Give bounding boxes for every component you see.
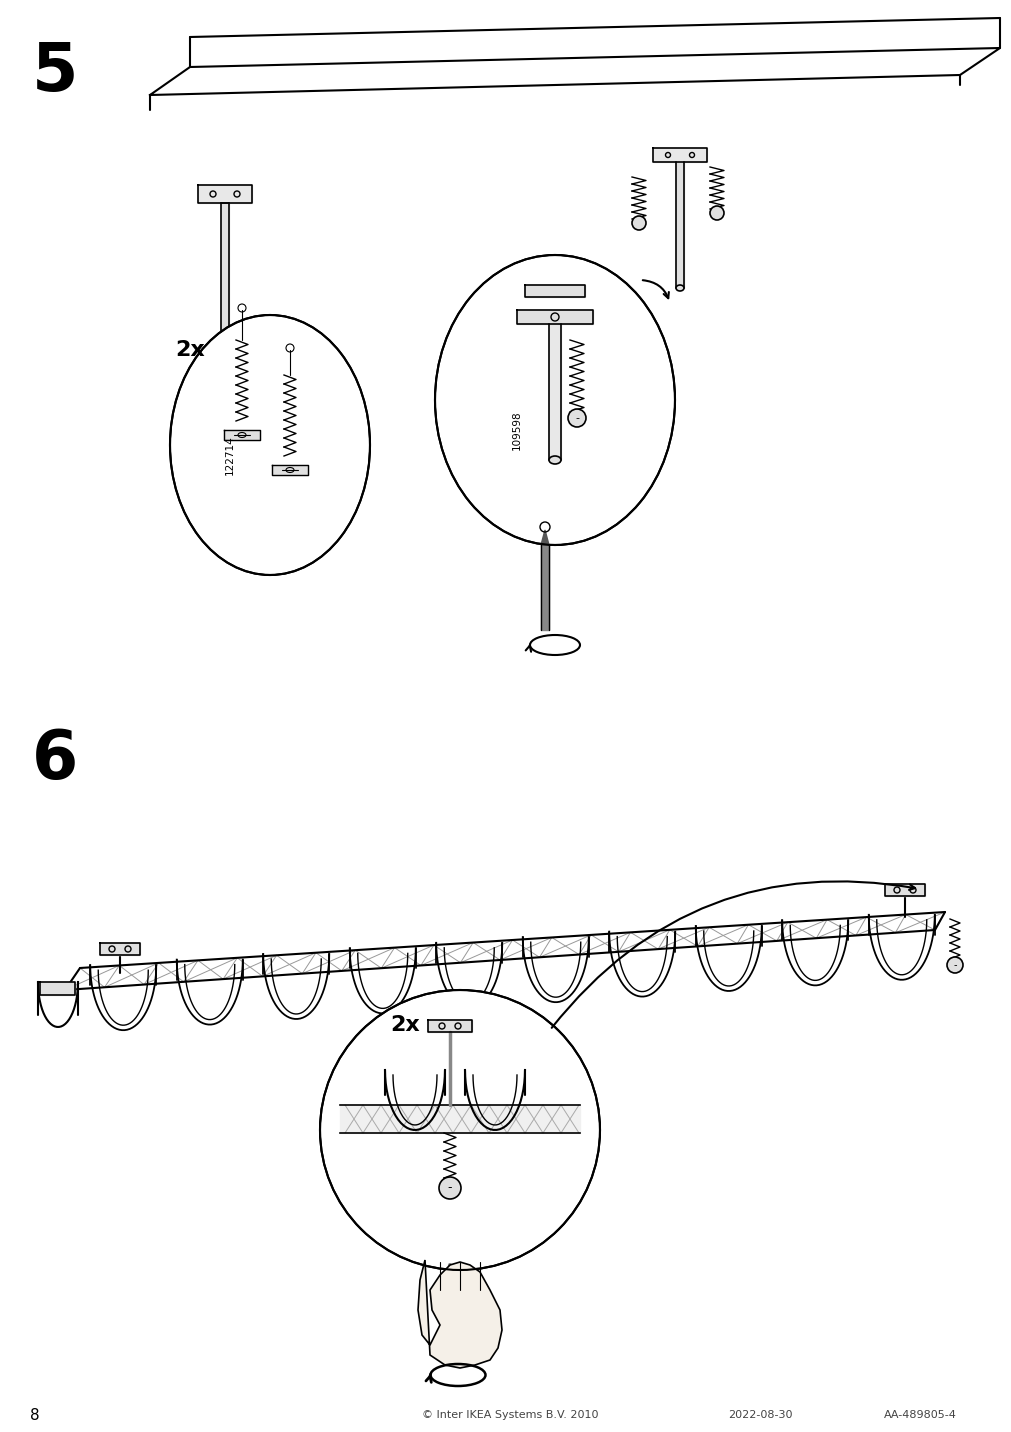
Polygon shape <box>272 465 307 475</box>
Text: 109598: 109598 <box>512 410 522 450</box>
Text: 2x: 2x <box>175 339 204 359</box>
Polygon shape <box>652 147 707 162</box>
Polygon shape <box>340 1106 579 1133</box>
Polygon shape <box>517 309 592 324</box>
Polygon shape <box>418 1260 501 1368</box>
Polygon shape <box>885 884 924 896</box>
Ellipse shape <box>220 332 228 338</box>
Ellipse shape <box>435 255 674 546</box>
Polygon shape <box>548 324 560 460</box>
Polygon shape <box>541 530 548 546</box>
Ellipse shape <box>675 285 683 291</box>
Circle shape <box>632 216 645 231</box>
Text: AA-489805-4: AA-489805-4 <box>883 1411 955 1421</box>
Polygon shape <box>40 982 75 995</box>
Polygon shape <box>100 944 140 955</box>
Polygon shape <box>428 1020 471 1032</box>
Circle shape <box>567 410 585 427</box>
Circle shape <box>319 990 600 1270</box>
Polygon shape <box>220 203 228 335</box>
Polygon shape <box>198 185 252 203</box>
Text: © Inter IKEA Systems B.V. 2010: © Inter IKEA Systems B.V. 2010 <box>422 1411 598 1421</box>
Ellipse shape <box>548 455 560 464</box>
Ellipse shape <box>170 315 370 576</box>
Text: -: - <box>574 412 578 422</box>
Polygon shape <box>525 285 584 296</box>
Text: -: - <box>952 959 955 969</box>
Text: 122714: 122714 <box>224 435 235 475</box>
Text: 8: 8 <box>30 1408 39 1422</box>
Text: 6: 6 <box>31 727 78 793</box>
Circle shape <box>439 1177 461 1199</box>
Polygon shape <box>223 430 260 440</box>
Polygon shape <box>150 49 999 95</box>
Circle shape <box>710 206 723 221</box>
Text: 5: 5 <box>31 39 78 105</box>
Text: 2x: 2x <box>389 1015 420 1035</box>
Polygon shape <box>675 162 683 288</box>
Text: -: - <box>447 1181 452 1194</box>
Text: 2022-08-30: 2022-08-30 <box>727 1411 792 1421</box>
Polygon shape <box>541 546 548 630</box>
Circle shape <box>946 957 962 972</box>
